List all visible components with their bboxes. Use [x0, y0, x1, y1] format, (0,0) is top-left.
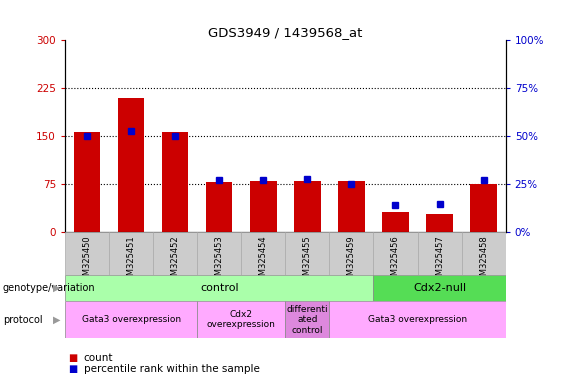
Bar: [373, 232, 418, 275]
Text: Cdx2
overexpression: Cdx2 overexpression: [207, 310, 276, 329]
Bar: [329, 301, 506, 338]
Text: Cdx2-null: Cdx2-null: [413, 283, 466, 293]
Bar: [65, 301, 197, 338]
Bar: [462, 232, 506, 275]
Text: GSM325459: GSM325459: [347, 236, 356, 286]
Text: GSM325450: GSM325450: [82, 236, 92, 286]
Bar: [65, 232, 109, 275]
Text: ■: ■: [68, 353, 77, 363]
Bar: [329, 232, 373, 275]
Text: ■: ■: [68, 364, 77, 374]
Bar: [427, 214, 453, 232]
Bar: [197, 301, 285, 338]
Text: genotype/variation: genotype/variation: [3, 283, 95, 293]
Bar: [471, 184, 497, 232]
Bar: [241, 232, 285, 275]
Text: GSM325456: GSM325456: [391, 236, 400, 286]
Bar: [285, 232, 329, 275]
Text: GSM325451: GSM325451: [127, 236, 136, 286]
Text: percentile rank within the sample: percentile rank within the sample: [84, 364, 259, 374]
Bar: [373, 275, 506, 301]
Text: control: control: [200, 283, 238, 293]
Bar: [197, 232, 241, 275]
Bar: [74, 132, 100, 232]
Bar: [418, 232, 462, 275]
Text: GSM325458: GSM325458: [479, 236, 488, 286]
Text: ▶: ▶: [53, 315, 60, 325]
Title: GDS3949 / 1439568_at: GDS3949 / 1439568_at: [208, 26, 363, 39]
Bar: [294, 181, 320, 232]
Text: GSM325452: GSM325452: [171, 236, 180, 286]
Text: count: count: [84, 353, 113, 363]
Text: Gata3 overexpression: Gata3 overexpression: [81, 315, 181, 324]
Bar: [285, 301, 329, 338]
Bar: [162, 132, 188, 232]
Text: GSM325457: GSM325457: [435, 236, 444, 286]
Text: Gata3 overexpression: Gata3 overexpression: [368, 315, 467, 324]
Bar: [206, 182, 232, 232]
Text: GSM325454: GSM325454: [259, 236, 268, 286]
Bar: [65, 275, 373, 301]
Text: differenti
ated
control: differenti ated control: [286, 305, 328, 334]
Bar: [383, 212, 408, 232]
Text: GSM325453: GSM325453: [215, 236, 224, 286]
Bar: [153, 232, 197, 275]
Bar: [118, 98, 144, 232]
Bar: [109, 232, 153, 275]
Bar: [338, 181, 364, 232]
Bar: [250, 181, 276, 232]
Text: ▶: ▶: [53, 283, 60, 293]
Text: GSM325455: GSM325455: [303, 236, 312, 286]
Text: protocol: protocol: [3, 315, 42, 325]
